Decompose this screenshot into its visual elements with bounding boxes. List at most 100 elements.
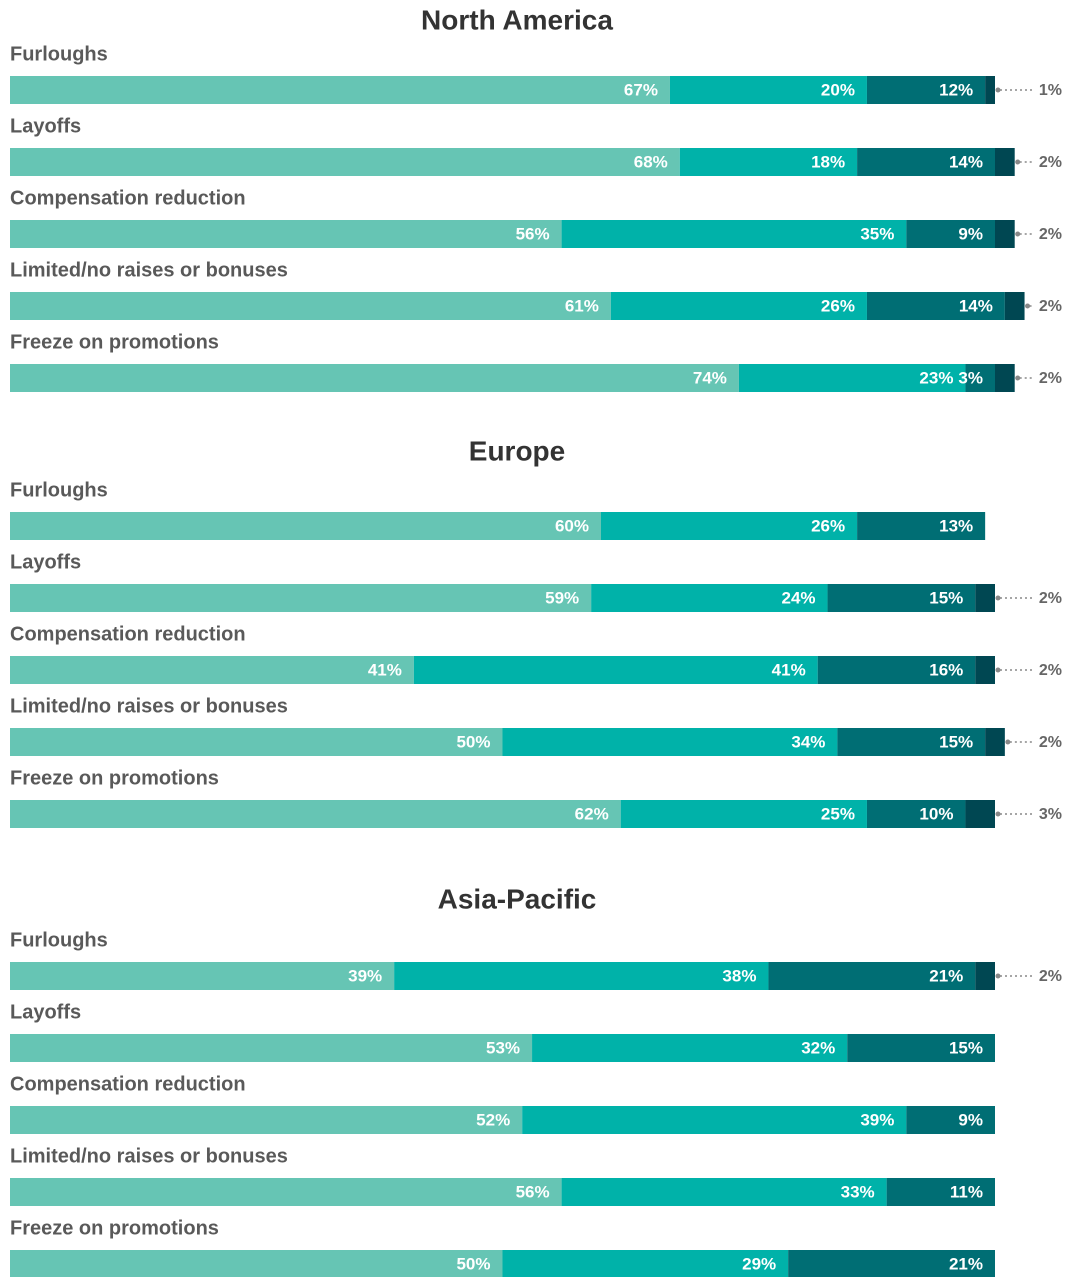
value-label: 2%: [1039, 734, 1062, 751]
value-label: 56%: [516, 224, 550, 243]
bar-segment: [561, 1178, 887, 1206]
bar-segment: [975, 656, 995, 684]
bar-segment: [866, 292, 1005, 320]
value-label: 2%: [1039, 968, 1062, 985]
value-label: 20%: [821, 80, 855, 99]
bar-segment: [866, 800, 966, 828]
value-label: 2%: [1039, 370, 1062, 387]
bar-segment: [679, 148, 858, 176]
bar-segment: [738, 364, 966, 392]
value-label: 14%: [959, 296, 993, 315]
bar-segment: [788, 1250, 995, 1277]
category-label: Freeze on promotions: [10, 1217, 219, 1239]
bar-segment: [10, 364, 739, 392]
bar-segment: [837, 728, 986, 756]
bar-segment: [995, 364, 1015, 392]
bar-segment: [10, 148, 680, 176]
value-label: 29%: [742, 1254, 776, 1273]
bar-segment: [906, 1106, 995, 1134]
value-label: 52%: [476, 1110, 510, 1129]
bar-segment: [10, 292, 611, 320]
bar-segment: [502, 728, 838, 756]
leader-dot: [995, 87, 1001, 93]
category-label: Limited/no raises or bonuses: [10, 1145, 288, 1167]
bar-segment: [965, 364, 995, 392]
panel-title: Europe: [469, 435, 565, 466]
value-label: 39%: [348, 966, 382, 985]
bar-segment: [995, 148, 1015, 176]
bar-segment: [10, 512, 601, 540]
value-label: 38%: [722, 966, 756, 985]
value-label: 53%: [486, 1038, 520, 1057]
leader-dot: [1015, 375, 1021, 381]
value-label: 2%: [1039, 298, 1062, 315]
bar-segment: [995, 220, 1015, 248]
value-label: 15%: [939, 732, 973, 751]
panel-title: North America: [421, 4, 613, 35]
leader-dot: [1025, 303, 1031, 309]
category-label: Layoffs: [10, 551, 81, 573]
value-label: 39%: [860, 1110, 894, 1129]
category-label: Freeze on promotions: [10, 767, 219, 789]
bar-segment: [10, 656, 414, 684]
value-label: 50%: [456, 1254, 490, 1273]
bar-segment: [975, 584, 995, 612]
value-label: 21%: [949, 1254, 983, 1273]
bar-segment: [601, 512, 858, 540]
bar-segment: [502, 1250, 789, 1277]
value-label: 24%: [782, 588, 816, 607]
bar-segment: [522, 1106, 907, 1134]
value-label: 2%: [1039, 226, 1062, 243]
category-label: Limited/no raises or bonuses: [10, 695, 288, 717]
bar-segment: [985, 76, 995, 104]
bar-segment: [1004, 292, 1025, 320]
value-label: 68%: [634, 152, 668, 171]
category-label: Furloughs: [10, 929, 108, 951]
bar-segment: [10, 962, 395, 990]
bar-segment: [610, 292, 867, 320]
value-label: 2%: [1039, 154, 1062, 171]
value-label: 34%: [791, 732, 825, 751]
value-label: 14%: [949, 152, 983, 171]
value-label: 62%: [575, 804, 609, 823]
bar-segment: [975, 962, 995, 990]
value-label: 32%: [801, 1038, 835, 1057]
value-label: 25%: [821, 804, 855, 823]
bar-segment: [10, 1106, 523, 1134]
value-label: 50%: [456, 732, 490, 751]
value-label: 2%: [1039, 590, 1062, 607]
bar-segment: [591, 584, 828, 612]
value-label: 67%: [624, 80, 658, 99]
value-label: 61%: [565, 296, 599, 315]
value-label: 1%: [1039, 82, 1062, 99]
value-label: 26%: [811, 516, 845, 535]
value-label: 11%: [950, 1182, 983, 1201]
bar-segment: [985, 728, 1005, 756]
bar-segment: [413, 656, 818, 684]
value-label: 16%: [929, 660, 963, 679]
bar-segment: [10, 728, 503, 756]
value-label: 33%: [841, 1182, 875, 1201]
category-label: Freeze on promotions: [10, 331, 219, 353]
value-label: 41%: [368, 660, 402, 679]
bar-segment: [10, 220, 562, 248]
bar-segment: [561, 220, 907, 248]
value-label: 12%: [939, 80, 973, 99]
bar-segment: [817, 656, 976, 684]
bar-segment: [10, 800, 621, 828]
value-label: 18%: [811, 152, 845, 171]
bar-segment: [532, 1034, 848, 1062]
category-label: Furloughs: [10, 43, 108, 65]
bar-segment: [857, 148, 995, 176]
category-label: Layoffs: [10, 115, 81, 137]
leader-dot: [1015, 159, 1021, 165]
leader-dot: [995, 667, 1001, 673]
bar-segment: [768, 962, 976, 990]
panel-title: Asia-Pacific: [438, 883, 597, 914]
leader-dot: [995, 595, 1001, 601]
category-label: Layoffs: [10, 1001, 81, 1023]
leader-dot: [1005, 739, 1011, 745]
bar-segment: [10, 1250, 503, 1277]
bar-segment: [10, 1034, 533, 1062]
value-label: 3%: [958, 368, 983, 387]
